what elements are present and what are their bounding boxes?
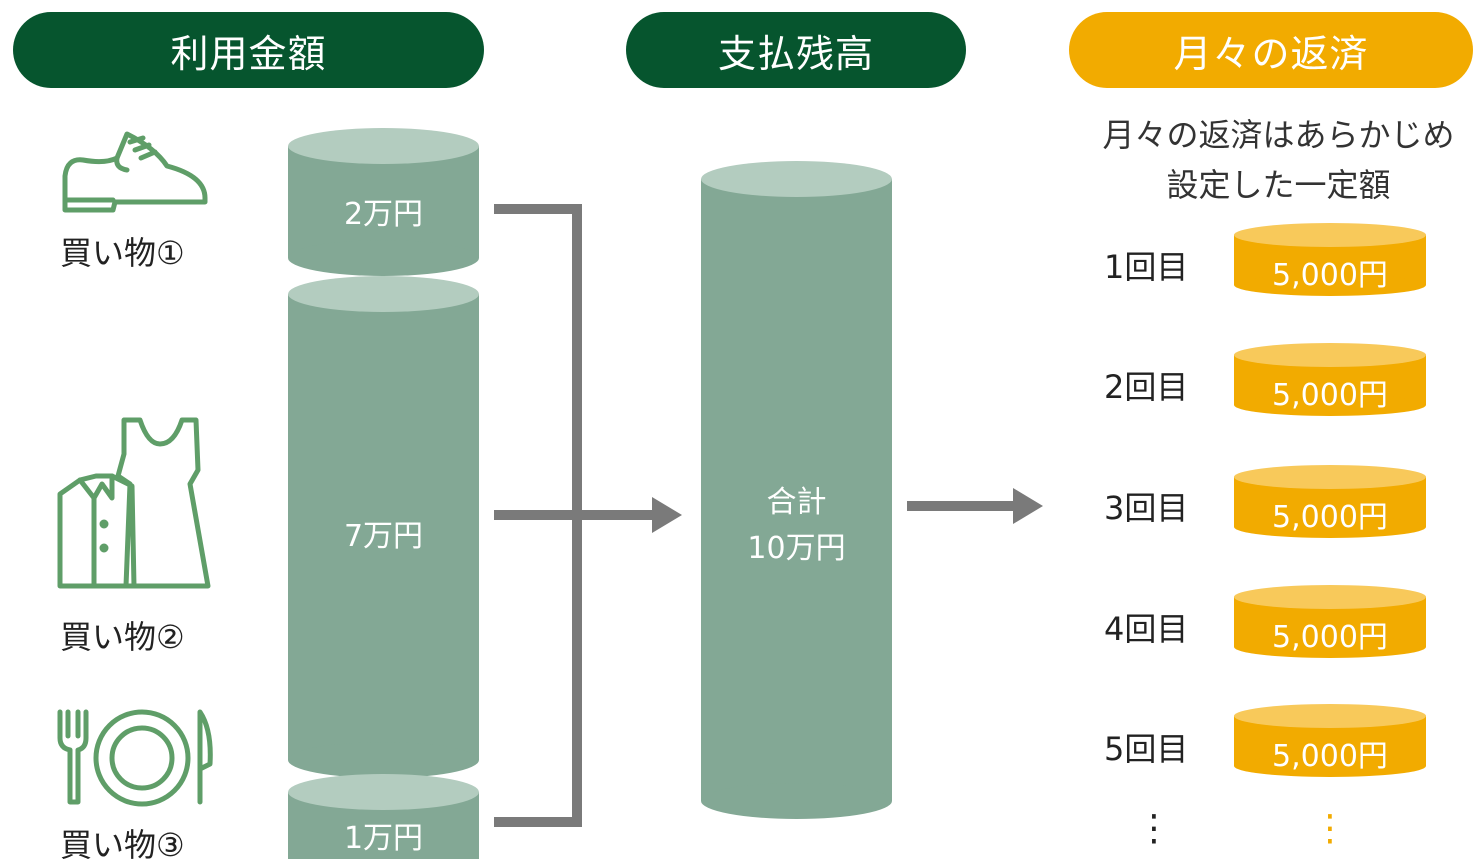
total-amount: 10万円 [747, 531, 845, 566]
header-payment-balance: 支払残高 [626, 12, 966, 88]
purchase-3-label: 買い物③ [60, 826, 185, 864]
coin-payment-4: 5,000円 [1234, 585, 1426, 658]
coin-payment-1: 5,000円 [1234, 223, 1426, 296]
monthly-description-line-1: 月々の返済はあらかじめ [1102, 116, 1455, 154]
payment-4-amount: 5,000円 [1272, 620, 1388, 655]
payment-3-amount: 5,000円 [1272, 500, 1388, 535]
header-balance-label: 支払残高 [717, 31, 874, 76]
arrow-to-balance [652, 497, 682, 533]
header-usage-amount: 利用金額 [13, 12, 484, 88]
coin-payment-5: 5,000円 [1234, 704, 1426, 777]
total-label: 合計 [767, 485, 827, 520]
tableware-icon [57, 709, 213, 807]
header-monthly-repayment: 月々の返済 [1069, 12, 1473, 88]
purchase-1-label: 買い物① [60, 234, 185, 272]
cylinder-purchase-1: 2万円 [288, 128, 479, 276]
payment-2-label: 2回目 [1104, 368, 1189, 406]
clothes-icon [57, 417, 211, 589]
arrow-to-monthly [1013, 488, 1043, 524]
payment-5-label: 5回目 [1104, 730, 1189, 768]
coin-payment-2: 5,000円 [1234, 343, 1426, 416]
amount-purchase-1: 2万円 [344, 197, 423, 232]
bracket-connector [494, 204, 655, 827]
amount-purchase-3: 1万円 [344, 821, 423, 856]
shoe-icon [62, 131, 208, 213]
cylinder-purchase-2: 7万円 [288, 276, 479, 778]
cylinder-total-balance: 合計 10万円 [701, 161, 892, 819]
payment-4-label: 4回目 [1104, 610, 1189, 648]
payment-1-amount: 5,000円 [1272, 258, 1388, 293]
payment-2-amount: 5,000円 [1272, 378, 1388, 413]
payment-1-label: 1回目 [1104, 248, 1189, 286]
payment-5-amount: 5,000円 [1272, 739, 1388, 774]
coin-payment-3: 5,000円 [1234, 465, 1426, 538]
amount-purchase-2: 7万円 [344, 519, 423, 554]
monthly-description: 月々の返済はあらかじめ 設定した一定額 [1075, 110, 1482, 210]
continuation-dots-labels: ⋮ [1136, 808, 1172, 849]
monthly-description-line-2: 設定した一定額 [1166, 166, 1391, 204]
header-usage-label: 利用金額 [170, 31, 327, 76]
payment-3-label: 3回目 [1104, 489, 1189, 527]
header-monthly-label: 月々の返済 [1173, 31, 1369, 76]
cylinder-purchase-3: 1万円 [288, 774, 479, 859]
purchase-2-label: 買い物② [60, 618, 185, 656]
continuation-dots-coins: ⋮ [1312, 808, 1348, 849]
